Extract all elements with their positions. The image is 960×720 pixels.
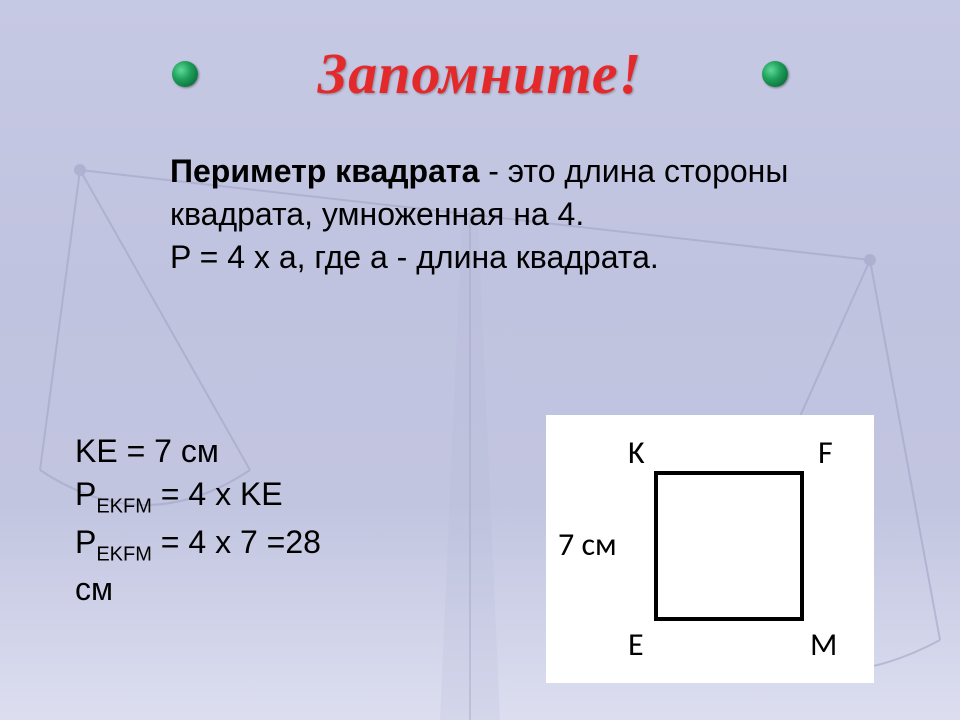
title-text: Запомните!: [318, 40, 642, 107]
label-k: K: [628, 433, 645, 472]
example-line3-post: = 4 x 7 =28: [152, 524, 321, 560]
example-line3-sub: EKFM: [96, 543, 152, 565]
label-f: F: [818, 433, 833, 472]
label-m: M: [810, 625, 837, 664]
definition-term: Периметр квадрата: [170, 153, 479, 189]
example-line2-pre: P: [75, 476, 96, 512]
bullet-left-icon: [172, 61, 198, 87]
square-diagram: K F E M 7 см: [546, 415, 874, 683]
example-line2-post: = 4 x KE: [152, 476, 283, 512]
definition-formula: P = 4 x a, где a - длина квадрата.: [170, 239, 659, 275]
example-line3-pre: P: [75, 524, 96, 560]
example-line1: KE = 7 см: [75, 430, 525, 473]
example-block: KE = 7 см PEKFM = 4 x KE PEKFM = 4 x 7 =…: [75, 430, 525, 611]
label-side: 7 см: [558, 525, 617, 564]
label-e: E: [628, 625, 644, 664]
example-line3: PEKFM = 4 x 7 =28: [75, 521, 525, 568]
example-line2: PEKFM = 4 x KE: [75, 473, 525, 520]
example-line2-sub: EKFM: [96, 496, 152, 518]
square-box: [654, 471, 804, 621]
definition-block: Периметр квадрата - это длина стороны кв…: [170, 150, 820, 280]
example-line4: см: [75, 568, 525, 611]
bullet-right-icon: [762, 61, 788, 87]
title-row: Запомните!: [0, 40, 960, 107]
